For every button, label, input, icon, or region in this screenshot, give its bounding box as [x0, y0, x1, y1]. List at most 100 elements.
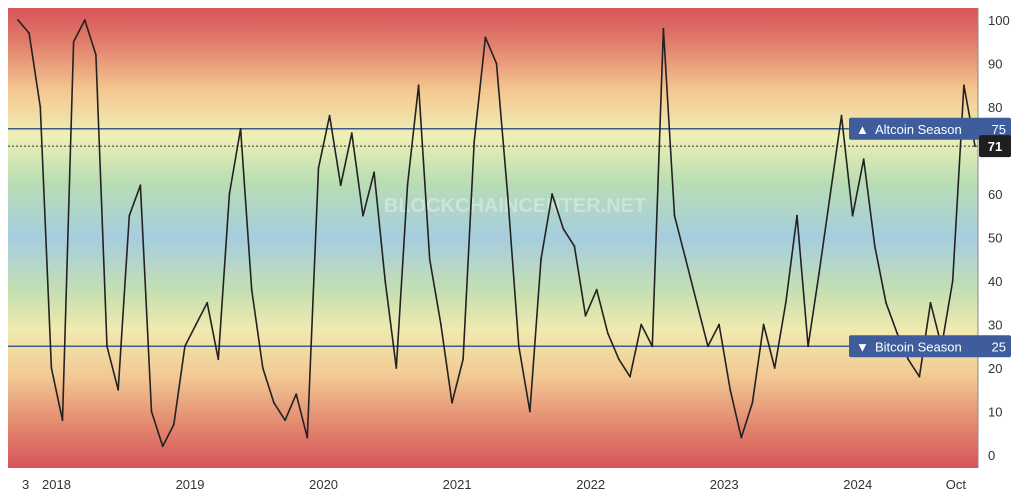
x-axis: 3 2018 2019 2020 2021 2022 2023 2024 Oct: [22, 477, 966, 492]
series-point: [428, 258, 431, 261]
y-tick-label: 50: [988, 231, 1002, 246]
series-point: [17, 19, 19, 21]
series-point: [28, 32, 30, 34]
x-tick-label: 3: [22, 477, 29, 492]
reference-marker-value: 75: [992, 122, 1006, 137]
y-axis: 0102030405060708090100: [977, 8, 1010, 468]
series-point: [974, 145, 976, 148]
series-point: [239, 127, 242, 130]
y-tick-label: 20: [988, 361, 1002, 376]
series-point: [662, 27, 665, 30]
y-tick-label: 30: [988, 318, 1002, 333]
series-point: [328, 114, 331, 117]
series-point: [39, 106, 42, 108]
series-point: [840, 114, 843, 117]
series-point: [473, 140, 476, 143]
series-point: [95, 53, 97, 56]
x-tick-label: 2021: [443, 477, 472, 492]
series-point: [417, 84, 420, 87]
series-point: [83, 19, 86, 21]
series-point: [72, 40, 75, 43]
reference-lines: [8, 127, 978, 348]
series-point: [150, 410, 153, 413]
reference-marker-box: [849, 335, 1011, 358]
series-point: [640, 323, 643, 326]
series-point: [595, 288, 598, 291]
series-point: [695, 301, 698, 304]
series-point: [395, 367, 398, 369]
series-point: [172, 423, 175, 426]
series-point: [562, 227, 565, 230]
reference-marker-arrow: ▲: [856, 122, 869, 137]
current-value-label: 71: [988, 139, 1002, 154]
series-point: [339, 184, 342, 187]
reference-marker-label: Bitcoin Season: [875, 339, 962, 354]
series-point: [362, 214, 364, 217]
series-point: [851, 214, 854, 217]
series-point: [350, 132, 353, 135]
series-point: [963, 84, 965, 87]
series-point: [873, 245, 876, 248]
reference-marker-box: [849, 117, 1011, 140]
series-point: [517, 345, 520, 348]
reference-marker-value: 25: [992, 339, 1006, 354]
series-point: [184, 345, 186, 348]
series-point: [762, 323, 765, 326]
series-point: [273, 401, 275, 404]
series-point: [684, 258, 687, 261]
series-point: [929, 301, 932, 304]
series-point: [729, 388, 732, 391]
series-point: [629, 375, 631, 378]
series-point: [284, 419, 286, 422]
series-point: [440, 323, 442, 326]
reference-marker-arrow: ▼: [856, 339, 869, 354]
x-tick-label: 2020: [309, 477, 338, 492]
series-point: [306, 436, 309, 439]
series-point: [618, 358, 620, 361]
x-tick-label: Oct: [946, 477, 967, 492]
series-point: [796, 214, 798, 217]
series-point: [406, 184, 409, 187]
series-point: [451, 401, 453, 404]
series-point: [573, 245, 576, 248]
series-point: [606, 332, 609, 335]
series-point: [195, 323, 197, 326]
series-point: [317, 167, 320, 169]
series-point: [106, 345, 108, 348]
series-point: [818, 271, 821, 274]
series-point: [718, 323, 720, 326]
x-tick-label: 2024: [843, 477, 872, 492]
series-point: [807, 345, 809, 348]
x-tick-label: 2018: [42, 477, 71, 492]
y-tick-label: 10: [988, 405, 1002, 420]
plot-background: [8, 8, 978, 468]
series-point: [784, 301, 787, 304]
y-tick-label: 90: [988, 57, 1002, 72]
series-point: [261, 367, 264, 369]
y-tick-label: 100: [988, 13, 1010, 28]
y-tick-label: 0: [988, 448, 995, 463]
series-point: [829, 193, 832, 195]
y-tick-label: 80: [988, 100, 1002, 115]
series-point: [462, 358, 464, 361]
series-point: [384, 280, 387, 282]
series-point: [373, 171, 375, 174]
series-point: [651, 345, 654, 348]
series-point: [951, 280, 954, 282]
series-point: [751, 401, 754, 404]
current-value-marker: 71: [979, 135, 1011, 158]
series-point: [896, 332, 898, 335]
series-point: [250, 288, 253, 291]
series-point: [217, 358, 220, 361]
reference-marker: ▼ Bitcoin Season 25: [849, 335, 1011, 358]
series-point: [161, 445, 164, 448]
series-point: [529, 410, 531, 413]
axis-markers: ▲ Altcoin Season 75 ▼ Bitcoin Season 25 71: [849, 117, 1011, 358]
series-point: [139, 184, 142, 187]
reference-marker-label: Altcoin Season: [875, 122, 962, 137]
series-point: [228, 193, 231, 195]
series-point: [862, 158, 865, 161]
x-tick-label: 2019: [176, 477, 205, 492]
